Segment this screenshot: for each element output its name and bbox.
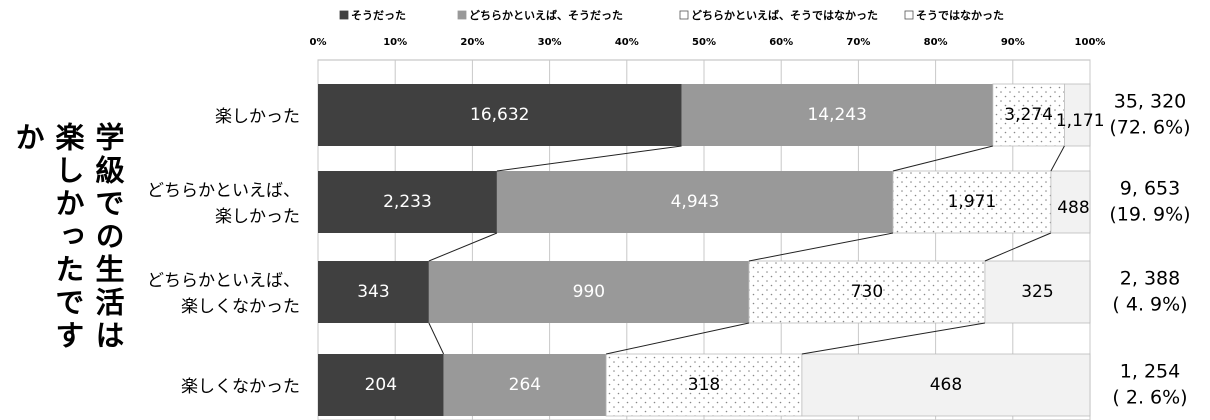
- connector-line: [801, 322, 986, 355]
- data-label: 318: [688, 375, 720, 395]
- legend-label: そうだった: [351, 9, 406, 22]
- x-tick-label: 50%: [692, 37, 716, 48]
- bar-segment: [1050, 170, 1091, 234]
- x-tick-label: 60%: [769, 37, 793, 48]
- row-total: 35, 320: [1114, 91, 1187, 113]
- category-label: どちらかといえば、 楽しくなかった: [147, 271, 300, 317]
- legend-marker: [339, 10, 349, 20]
- x-tick-label: 30%: [538, 37, 562, 48]
- data-label: 2,233: [383, 192, 432, 212]
- row-total: 9, 653: [1120, 178, 1180, 200]
- x-tick-label: 80%: [924, 37, 948, 48]
- bar-segment: [318, 171, 497, 233]
- connector-line: [428, 232, 498, 262]
- legend-label: どちらかといえば、そうではなかった: [691, 8, 878, 22]
- bar-segment: [443, 354, 607, 416]
- y-axis-label: 学級での生活は楽しかったですか: [11, 122, 125, 353]
- data-label: 325: [1021, 282, 1053, 302]
- data-label: 488: [1057, 198, 1089, 218]
- row-total: 2, 388: [1120, 268, 1180, 290]
- x-tick-label: 0%: [310, 37, 327, 48]
- data-label: 730: [851, 282, 883, 302]
- bar-segment: [748, 260, 986, 324]
- x-tick-label: 70%: [846, 37, 870, 48]
- x-tick-label: 40%: [615, 37, 639, 48]
- row-share: (19. 9%): [1109, 204, 1190, 226]
- category-label: 楽しかった: [215, 107, 300, 127]
- row-total: 1, 254: [1120, 361, 1180, 383]
- data-label: 343: [357, 282, 389, 302]
- legend-marker: [904, 10, 914, 20]
- bar-segment: [681, 84, 993, 146]
- connector-line: [984, 232, 1052, 262]
- x-tick-label: 10%: [383, 37, 407, 48]
- data-label: 4,943: [671, 192, 720, 212]
- x-tick-label: 20%: [460, 37, 484, 48]
- bar-segment: [318, 261, 429, 323]
- category-label: 楽しくなかった: [181, 377, 300, 397]
- connector-line: [1050, 145, 1065, 172]
- data-label: 14,243: [807, 105, 866, 125]
- x-tick-label: 100%: [1075, 37, 1106, 48]
- legend-marker: [457, 10, 467, 20]
- data-label: 3,274: [1004, 105, 1053, 125]
- legend-marker: [679, 10, 689, 20]
- legend-label: そうではなかった: [916, 9, 1004, 22]
- bar-segment: [892, 170, 1052, 234]
- bar-segment: [428, 261, 749, 323]
- connector-line: [428, 322, 445, 355]
- bar-segment: [496, 171, 893, 233]
- bar-segment: [318, 354, 444, 416]
- data-label: 1,971: [948, 192, 997, 212]
- bar-segment: [605, 353, 803, 417]
- data-label: 1,171: [1056, 111, 1105, 131]
- row-share: ( 4. 9%): [1112, 294, 1187, 316]
- bar-segment: [318, 84, 682, 146]
- bar-segment: [984, 260, 1091, 324]
- connector-line: [606, 322, 750, 355]
- x-tick-label: 90%: [1001, 37, 1025, 48]
- legend-label: どちらかといえば、そうだった: [469, 8, 623, 22]
- data-label: 990: [573, 282, 605, 302]
- data-label: 204: [365, 375, 397, 395]
- data-label: 264: [509, 375, 541, 395]
- connector-line: [748, 232, 894, 262]
- category-label: どちらかといえば、 楽しかった: [147, 181, 300, 227]
- bar-segment: [1064, 83, 1091, 147]
- bar-segment: [801, 353, 1091, 417]
- row-share: (72. 6%): [1109, 117, 1190, 139]
- data-label: 468: [930, 375, 962, 395]
- row-share: ( 2. 6%): [1112, 387, 1187, 409]
- connector-line: [496, 145, 682, 172]
- data-label: 16,632: [470, 105, 529, 125]
- connector-line: [892, 145, 993, 172]
